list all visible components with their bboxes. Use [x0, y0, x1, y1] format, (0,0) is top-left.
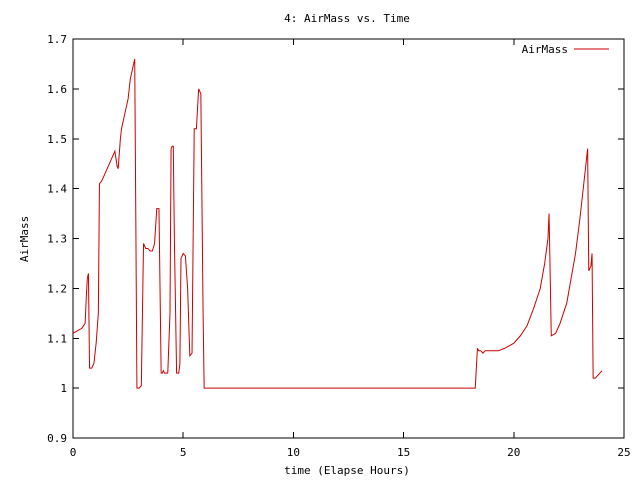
legend-label-airmass: AirMass: [522, 43, 568, 56]
y-tick-label: 1: [60, 382, 67, 395]
y-tick-label: 1.7: [47, 33, 67, 46]
y-tick-label: 1.4: [47, 183, 67, 196]
y-tick-label: 1.1: [47, 332, 67, 345]
x-tick-label: 5: [180, 446, 187, 459]
y-tick-label: 0.9: [47, 432, 67, 445]
legend: AirMass: [522, 43, 609, 56]
y-tick-label: 1.2: [47, 282, 67, 295]
x-tick-label: 10: [287, 446, 300, 459]
x-tick-label: 15: [397, 446, 410, 459]
x-tick-label: 25: [617, 446, 630, 459]
y-axis-ticks: 0.9 1 1.1 1.2 1.3 1.4 1.5 1.6 1.7: [47, 33, 624, 445]
y-tick-label: 1.5: [47, 133, 67, 146]
y-tick-label: 1.6: [47, 83, 67, 96]
chart-title: 4: AirMass vs. Time: [284, 12, 410, 25]
y-axis-label: AirMass: [18, 216, 31, 262]
y-tick-label: 1.3: [47, 233, 67, 246]
x-axis-label: time (Elapse Hours): [284, 464, 410, 477]
x-tick-label: 20: [507, 446, 520, 459]
x-tick-label: 0: [70, 446, 77, 459]
x-axis-ticks: 0 5 10 15 20 25: [70, 39, 631, 459]
series-line-airmass: [72, 58, 603, 389]
